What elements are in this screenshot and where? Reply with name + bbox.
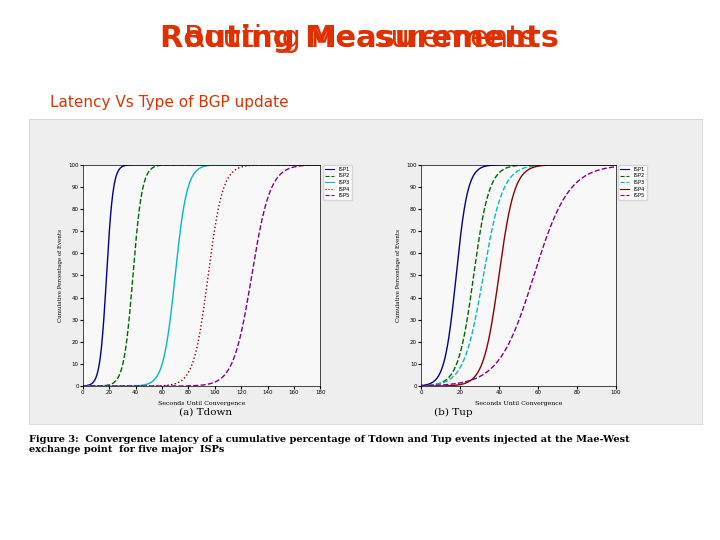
Text: Latency Vs Type of BGP update: Latency Vs Type of BGP update — [50, 94, 289, 110]
Y-axis label: Cumulative Percentage of Events: Cumulative Percentage of Events — [58, 229, 63, 322]
X-axis label: Seconds Until Convergence: Seconds Until Convergence — [474, 401, 562, 406]
X-axis label: Seconds Until Convergence: Seconds Until Convergence — [158, 401, 246, 406]
Text: (b) Tup: (b) Tup — [434, 408, 473, 417]
Legend: ISP1, ISP2, ISP3, ISP4, ISP5: ISP1, ISP2, ISP3, ISP4, ISP5 — [618, 165, 647, 200]
Text: Routing Measurements: Routing Measurements — [184, 24, 536, 53]
Y-axis label: Cumulative Percentage of Events: Cumulative Percentage of Events — [396, 229, 401, 322]
Text: (a) Tdown: (a) Tdown — [179, 408, 232, 417]
Text: Figure 3:  Convergence latency of a cumulative percentage of Tdown and Tup event: Figure 3: Convergence latency of a cumul… — [29, 435, 629, 454]
Text: Routing Measurements: Routing Measurements — [161, 24, 559, 53]
Legend: ISP1, ISP2, ISP3, ISP4, ISP5: ISP1, ISP2, ISP3, ISP4, ISP5 — [323, 165, 352, 200]
